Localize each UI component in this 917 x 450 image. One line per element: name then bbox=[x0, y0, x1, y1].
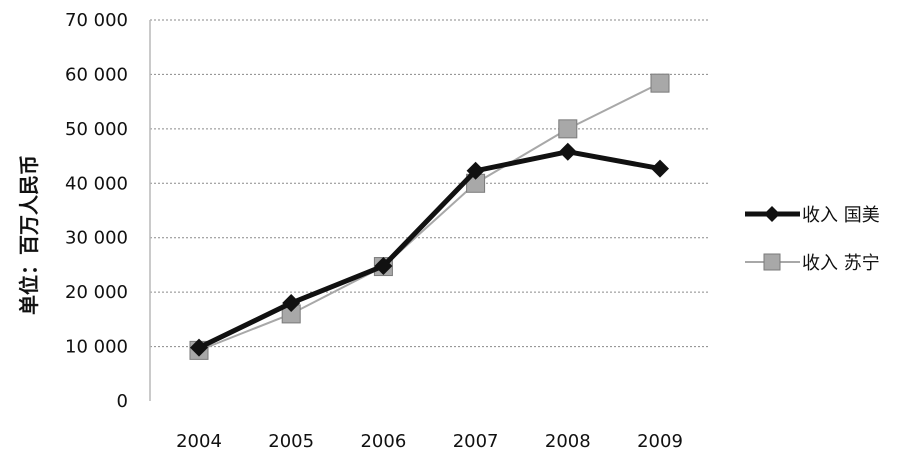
legend-marker bbox=[764, 206, 780, 222]
x-tick-label: 2005 bbox=[268, 431, 314, 450]
y-axis-title: 单位：百万人民币 bbox=[17, 155, 41, 315]
x-tick-label: 2009 bbox=[637, 431, 683, 450]
y-tick-label: 40 000 bbox=[65, 173, 128, 194]
legend-item: 收入 国美 bbox=[745, 205, 880, 226]
data-point bbox=[651, 159, 669, 178]
gridlines bbox=[150, 19, 708, 348]
x-tick-label: 2007 bbox=[453, 431, 499, 450]
data-point bbox=[282, 294, 301, 313]
x-axis: 2004 2005 2006 2007 2008 2009 bbox=[176, 431, 683, 450]
legend-label: 收入 苏宁 bbox=[802, 253, 880, 274]
x-tick-label: 2004 bbox=[176, 431, 222, 450]
y-tick-label: 20 000 bbox=[65, 282, 128, 303]
data-point bbox=[650, 73, 670, 93]
legend-label: 收入 国美 bbox=[802, 205, 880, 226]
data-point bbox=[190, 338, 208, 357]
x-tick-label: 2008 bbox=[545, 431, 591, 450]
data-point bbox=[374, 257, 393, 276]
data-point bbox=[558, 119, 578, 139]
y-tick-label: 70 000 bbox=[65, 10, 128, 31]
y-tick-label: 50 000 bbox=[65, 119, 128, 140]
y-tick-label: 30 000 bbox=[65, 228, 128, 249]
series-group bbox=[189, 73, 670, 360]
series-line bbox=[197, 149, 661, 350]
y-tick-label: 10 000 bbox=[65, 337, 128, 358]
data-point bbox=[558, 142, 577, 161]
series-line bbox=[198, 82, 661, 352]
legend-marker bbox=[763, 253, 781, 271]
y-tick-label: 0 bbox=[117, 391, 128, 412]
legend-item: 收入 苏宁 bbox=[745, 253, 880, 274]
data-point bbox=[466, 161, 485, 180]
y-axis: 0 10 000 20 000 30 000 40 000 50 000 60 000 70 … bbox=[65, 10, 151, 412]
y-tick-label: 60 000 bbox=[65, 64, 128, 85]
x-tick-label: 2006 bbox=[360, 431, 406, 450]
